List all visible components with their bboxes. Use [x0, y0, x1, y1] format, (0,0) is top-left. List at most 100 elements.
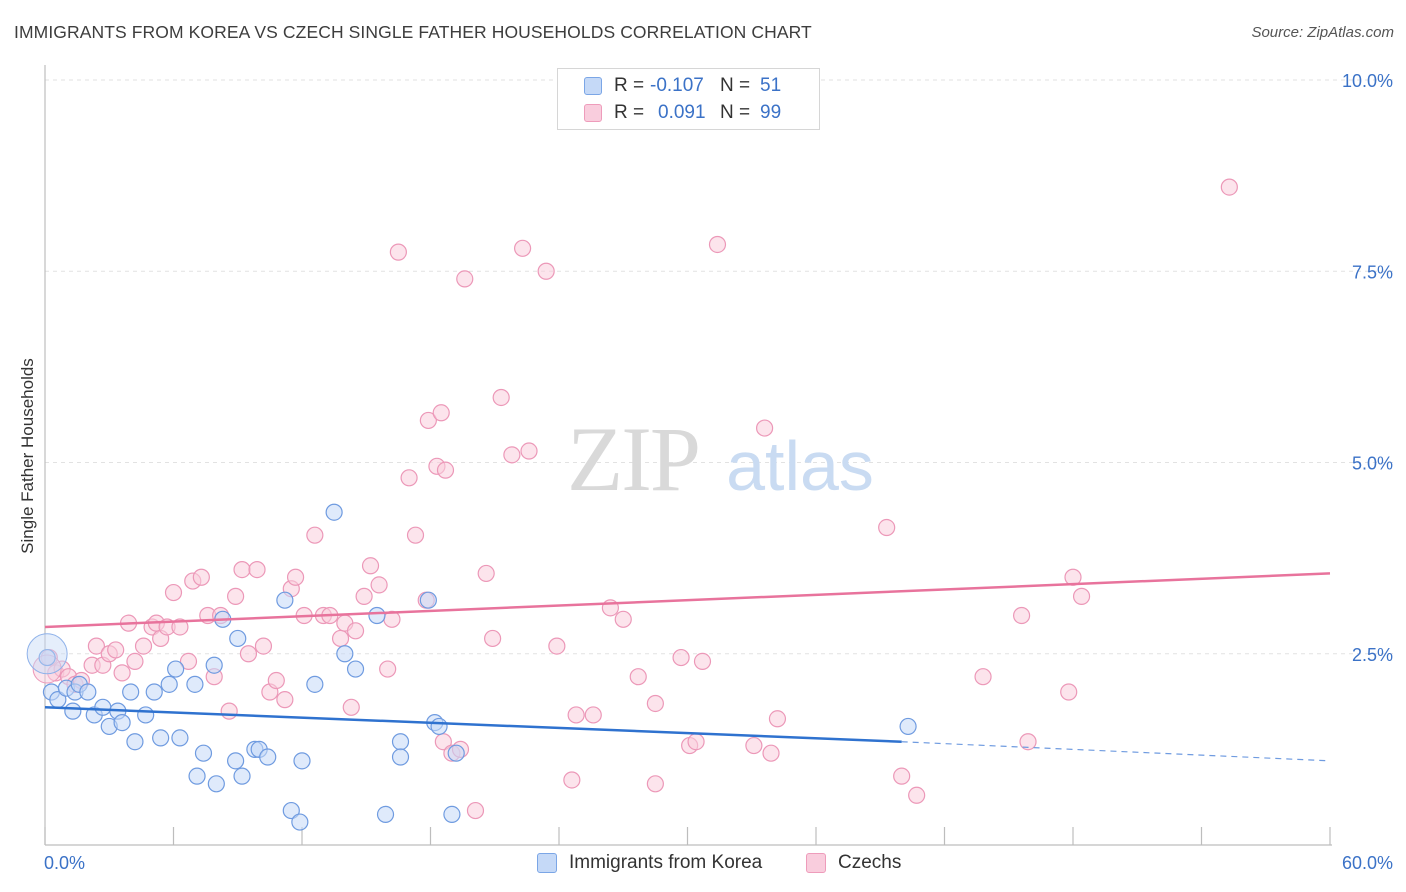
data-point [1072, 587, 1091, 605]
data-point [432, 404, 450, 422]
data-point [107, 641, 125, 659]
x-tick-label: 60.0% [1342, 853, 1393, 873]
legend-r-value: 0.091 [658, 102, 706, 123]
data-point [477, 564, 495, 583]
data-point [227, 752, 245, 770]
series-korea [26, 503, 917, 831]
data-point [355, 587, 373, 605]
data-point [436, 461, 455, 479]
watermark-zip: ZIP [567, 408, 699, 510]
data-point [762, 744, 780, 762]
legend-label-czechs: Czechs [838, 852, 902, 873]
data-point [693, 652, 712, 671]
data-point [456, 270, 474, 288]
data-point [447, 744, 465, 762]
legend-swatch-korea [584, 77, 602, 95]
data-point [293, 752, 311, 770]
legend-swatch-czechs [584, 104, 602, 122]
x-tick-label: 0.0% [44, 853, 85, 873]
data-point [276, 691, 294, 709]
data-point [376, 805, 395, 824]
data-point [229, 629, 247, 648]
data-point [331, 629, 350, 648]
data-point [267, 671, 285, 690]
trend-lines [44, 572, 1331, 762]
data-point [291, 813, 309, 831]
data-point [276, 591, 294, 609]
axes [44, 65, 1332, 846]
data-point [537, 262, 555, 280]
data-point [1060, 683, 1078, 701]
data-point [64, 702, 82, 720]
data-point [974, 668, 992, 686]
legend-item-czechs[interactable]: Czechs [806, 852, 901, 874]
trend-line-korea-extension [901, 741, 1331, 762]
chart-source: Source: ZipAtlas.com [1251, 24, 1394, 41]
data-point [325, 503, 343, 521]
data-point [179, 652, 198, 671]
series-legend: Immigrants from Korea Czechs [0, 852, 1406, 876]
trend-line-czechs [44, 572, 1331, 629]
data-point [137, 706, 155, 724]
data-point [391, 733, 410, 751]
data-point [239, 645, 258, 663]
data-point [503, 446, 521, 464]
data-point [878, 518, 896, 537]
data-point [893, 767, 911, 785]
data-point [899, 717, 917, 736]
data-point [171, 618, 189, 636]
data-point [94, 698, 112, 716]
data-point [134, 637, 153, 655]
data-point [1012, 606, 1031, 625]
data-point [286, 568, 305, 586]
data-point [563, 771, 581, 789]
data-point [113, 664, 131, 682]
y-tick-label: 5.0% [1352, 454, 1393, 474]
data-point [233, 767, 251, 785]
data-point [755, 419, 774, 437]
legend-row-czechs: R = 0.091 N = 99 [584, 101, 781, 125]
data-point [126, 652, 144, 671]
data-point [207, 775, 225, 793]
data-point [768, 710, 787, 728]
data-point [646, 775, 664, 793]
data-point [171, 729, 189, 747]
legend-swatch-korea [537, 853, 557, 873]
data-point [629, 668, 647, 686]
data-point [79, 683, 97, 701]
correlation-legend: R = -0.107 N = 51 R = 0.091 N = 99 [557, 68, 820, 130]
trend-line-korea [44, 706, 902, 743]
data-point [248, 560, 266, 579]
legend-r-value: -0.107 [650, 75, 704, 96]
data-point [708, 235, 727, 254]
data-point [443, 805, 461, 824]
y-tick-label: 10.0% [1342, 71, 1393, 91]
data-point [227, 587, 245, 605]
data-point [126, 733, 144, 751]
data-point [306, 526, 324, 544]
watermark-atlas: atlas [726, 427, 874, 505]
data-point [745, 736, 763, 755]
legend-n-label: N = [720, 102, 751, 123]
data-point [391, 748, 410, 766]
data-point [1220, 178, 1238, 196]
data-point [484, 629, 502, 648]
data-point [122, 683, 140, 701]
data-point [259, 748, 277, 766]
data-point [160, 675, 178, 693]
data-point [87, 637, 106, 655]
data-point [254, 637, 273, 655]
watermark: ZIP atlas [567, 408, 874, 510]
data-point [164, 583, 183, 602]
legend-n-label: N = [720, 75, 751, 96]
tick-labels: 2.5% 5.0% 7.5% 10.0% 0.0% 60.0% [44, 71, 1393, 873]
data-point [908, 786, 926, 804]
data-point [419, 591, 437, 609]
data-point [346, 660, 365, 678]
legend-n-value: 51 [760, 75, 782, 96]
data-point [233, 560, 251, 579]
legend-item-korea[interactable]: Immigrants from Korea [537, 852, 762, 874]
legend-r-label: R = [614, 102, 645, 123]
data-point [646, 694, 664, 713]
